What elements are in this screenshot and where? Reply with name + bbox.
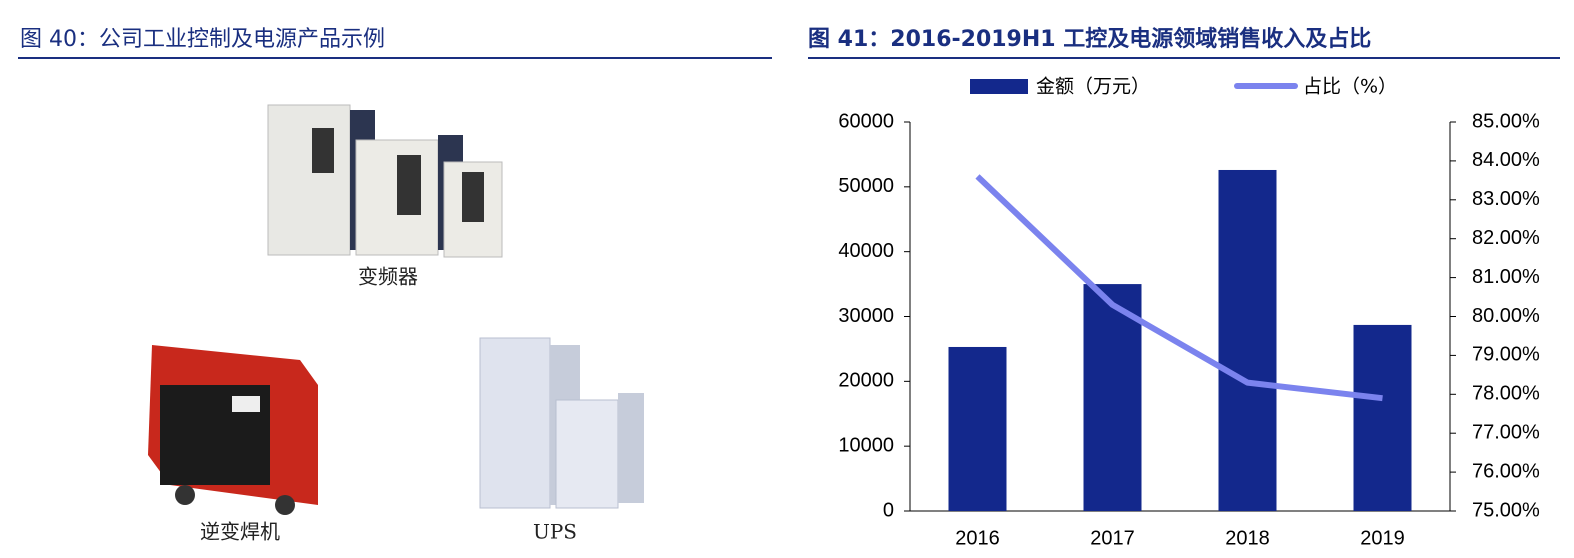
caption: UPS — [533, 520, 577, 544]
y-tick-label: 20000 — [838, 370, 894, 392]
x-tick-label: 2016 — [955, 527, 1000, 549]
x-tick-label: 2019 — [1360, 527, 1405, 549]
x-tick-label: 2017 — [1090, 527, 1135, 549]
left-title: 图 40：公司工业控制及电源产品示例 — [20, 27, 385, 52]
y2-tick-label: 85.00% — [1472, 110, 1540, 132]
caption: 变频器 — [358, 265, 418, 289]
y2-tick-label: 79.00% — [1472, 344, 1540, 366]
y2-tick-label: 80.00% — [1472, 305, 1540, 327]
y-tick-label: 0 — [883, 499, 894, 521]
y2-tick-label: 76.00% — [1472, 460, 1540, 482]
y2-tick-label: 84.00% — [1472, 149, 1540, 171]
chart-title: 图 41：2016-2019H1 工控及电源领域销售收入及占比 — [808, 26, 1371, 52]
x-tick-label: 2018 — [1225, 527, 1270, 549]
y2-tick-label: 81.00% — [1472, 266, 1540, 288]
y2-tick-label: 83.00% — [1472, 188, 1540, 210]
legend-label: 占比（%） — [1303, 76, 1397, 98]
legend-swatch — [970, 79, 1028, 94]
inverter-image — [267, 104, 503, 258]
y2-tick-label: 78.00% — [1472, 383, 1540, 405]
bar — [1218, 169, 1277, 511]
y2-tick-label: 75.00% — [1472, 499, 1540, 521]
welder-image — [148, 345, 318, 515]
y2-tick-label: 82.00% — [1472, 227, 1540, 249]
y-tick-label: 60000 — [838, 110, 894, 132]
caption: 逆变焊机 — [200, 520, 280, 544]
bar — [1353, 324, 1412, 511]
legend-label: 金额（万元） — [1036, 76, 1150, 98]
y-tick-label: 50000 — [838, 175, 894, 197]
bar — [1083, 284, 1142, 511]
bar — [948, 346, 1007, 511]
y-tick-label: 40000 — [838, 240, 894, 262]
ups-image — [479, 337, 644, 509]
y-tick-label: 30000 — [838, 305, 894, 327]
y-tick-label: 10000 — [838, 434, 894, 456]
y2-tick-label: 77.00% — [1472, 421, 1540, 443]
line — [975, 174, 1383, 402]
